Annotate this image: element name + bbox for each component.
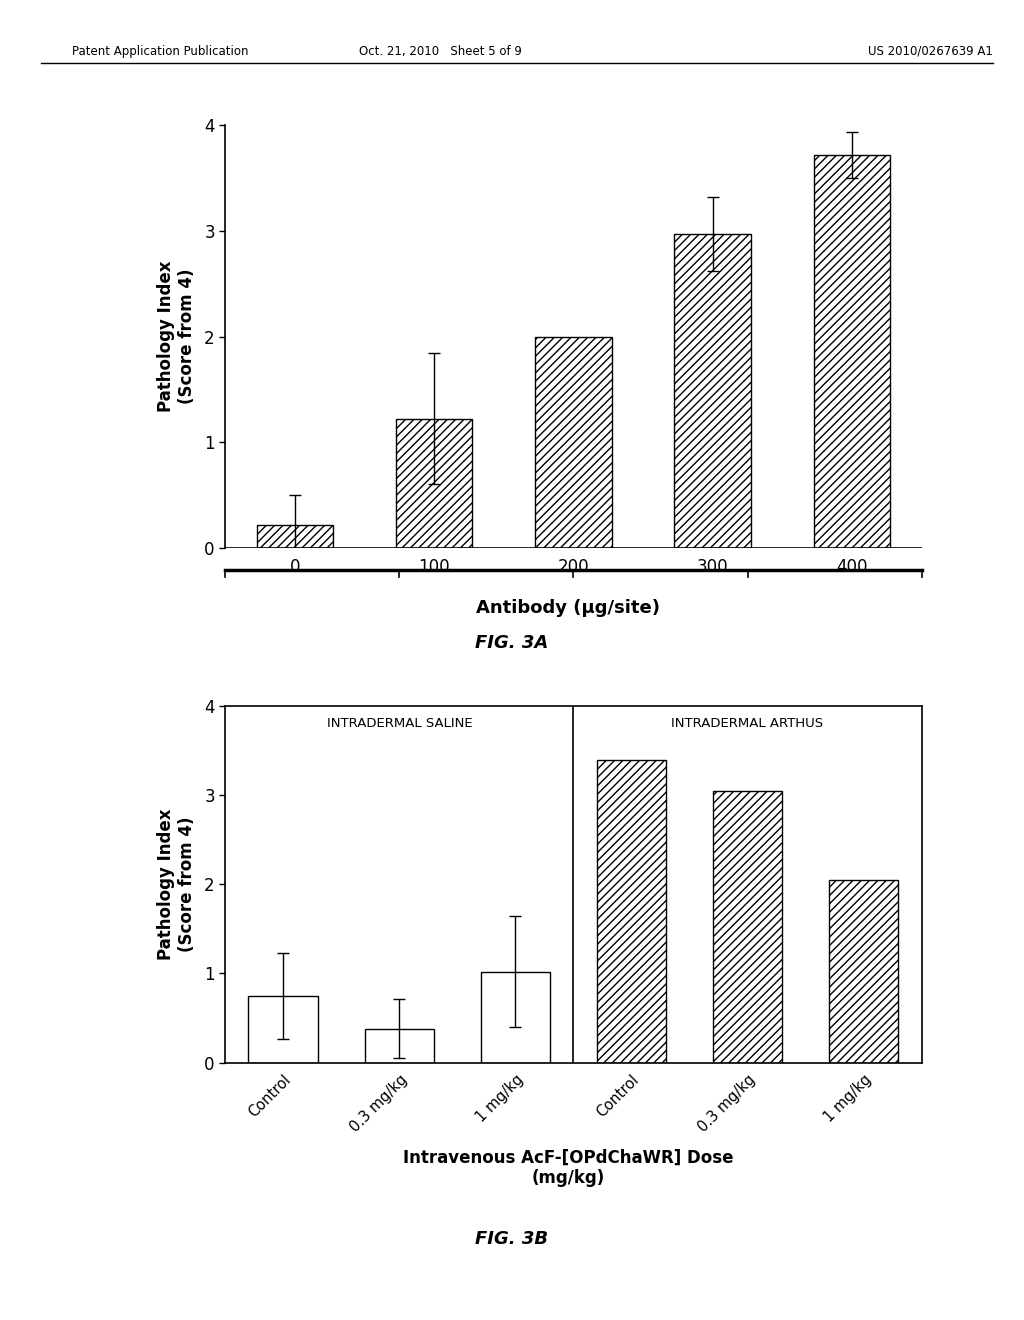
Text: Intravenous AcF-[OPdChaWR] Dose
(mg/kg): Intravenous AcF-[OPdChaWR] Dose (mg/kg) <box>403 1148 733 1187</box>
Text: FIG. 3B: FIG. 3B <box>475 1230 549 1249</box>
Text: Antibody (μg/site): Antibody (μg/site) <box>476 599 660 618</box>
Y-axis label: Pathology Index
(Score from 4): Pathology Index (Score from 4) <box>157 261 196 412</box>
Bar <box>828 880 898 1063</box>
Bar <box>713 791 782 1063</box>
Bar <box>814 154 890 548</box>
Text: INTRADERMAL ARTHUS: INTRADERMAL ARTHUS <box>672 717 823 730</box>
Text: Patent Application Publication: Patent Application Publication <box>72 45 248 58</box>
Text: Oct. 21, 2010   Sheet 5 of 9: Oct. 21, 2010 Sheet 5 of 9 <box>358 45 522 58</box>
Bar <box>365 1028 434 1063</box>
Bar <box>675 234 751 548</box>
Bar <box>249 995 318 1063</box>
Bar <box>480 972 550 1063</box>
Bar <box>396 418 472 548</box>
Bar <box>597 759 667 1063</box>
Y-axis label: Pathology Index
(Score from 4): Pathology Index (Score from 4) <box>157 809 196 960</box>
Bar <box>257 524 333 548</box>
Text: INTRADERMAL SALINE: INTRADERMAL SALINE <box>327 717 472 730</box>
Text: US 2010/0267639 A1: US 2010/0267639 A1 <box>868 45 993 58</box>
Text: FIG. 3A: FIG. 3A <box>475 634 549 652</box>
Bar <box>536 337 611 548</box>
